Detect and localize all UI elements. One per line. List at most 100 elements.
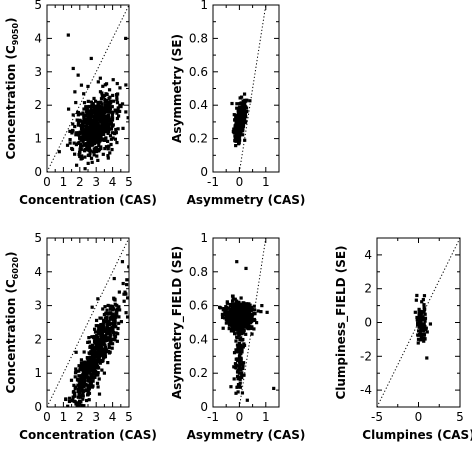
y-tick-label: 4: [34, 31, 42, 45]
data-point: [97, 147, 102, 152]
data-point: [108, 151, 112, 155]
data-point: [106, 303, 110, 308]
x-tick-label: 2: [76, 175, 84, 189]
x-tick-label: 5: [125, 175, 133, 189]
data-point: [421, 310, 425, 314]
data-point: [422, 329, 426, 333]
data-point: [425, 330, 429, 334]
reference-line: [238, 5, 267, 172]
data-point: [79, 374, 83, 378]
data-point: [240, 119, 244, 124]
data-point: [241, 306, 246, 310]
data-point: [81, 111, 85, 115]
data-point: [420, 315, 424, 319]
data-point: [76, 395, 80, 399]
data-point: [234, 363, 239, 367]
data-point: [93, 114, 98, 118]
data-point: [234, 339, 238, 343]
data-point: [84, 372, 88, 376]
data-point: [74, 367, 78, 371]
data-point: [231, 129, 235, 134]
data-point: [72, 399, 76, 403]
x-tick-label: 1: [60, 175, 68, 189]
data-point: [88, 123, 93, 127]
data-point: [105, 126, 110, 130]
data-point: [110, 342, 115, 346]
data-point: [90, 362, 94, 366]
data-point: [93, 99, 98, 103]
data-point: [105, 323, 109, 327]
data-point: [102, 117, 106, 121]
x-tick-label: 0: [236, 410, 244, 424]
data-point: [93, 118, 97, 123]
data-point: [237, 371, 241, 375]
data-point: [85, 105, 89, 109]
data-point: [82, 350, 86, 354]
data-point: [119, 104, 123, 109]
y-tick-label: 2: [364, 282, 372, 296]
data-point: [416, 329, 421, 333]
data-point: [87, 377, 91, 382]
data-point: [109, 137, 113, 141]
data-point: [106, 156, 110, 160]
reference-line: [377, 238, 460, 407]
data-point: [73, 391, 77, 395]
data-point: [107, 119, 111, 123]
y-axis-label-subscript: 9050: [11, 23, 20, 46]
data-point: [242, 373, 246, 377]
data-point: [96, 351, 100, 355]
data-point: [89, 375, 94, 380]
data-point: [70, 146, 74, 151]
data-point: [415, 293, 419, 298]
data-point: [417, 313, 421, 317]
y-axis-label-text: Clumpiness_FIELD (SE): [334, 245, 349, 399]
data-point: [230, 322, 234, 326]
data-point: [76, 389, 80, 394]
data-point: [230, 325, 235, 329]
data-point: [94, 353, 99, 357]
data-point: [228, 322, 232, 327]
data-point: [104, 108, 108, 112]
data-point: [126, 116, 129, 120]
data-point: [420, 317, 425, 321]
data-point: [112, 276, 116, 281]
data-point: [115, 101, 120, 105]
data-point: [92, 350, 96, 354]
data-point: [242, 328, 246, 332]
data-point: [119, 320, 123, 324]
data-point: [95, 122, 100, 127]
data-point: [88, 149, 93, 153]
data-point: [235, 138, 239, 142]
data-point: [231, 297, 235, 301]
data-point: [243, 118, 247, 123]
data-point: [259, 310, 263, 314]
y-tick-label: 0.4: [189, 332, 208, 346]
data-point: [112, 99, 116, 103]
data-point: [96, 348, 101, 353]
data-point: [90, 104, 94, 108]
data-point: [68, 141, 72, 145]
data-point: [80, 393, 85, 397]
data-point: [229, 314, 233, 318]
data-point: [82, 92, 86, 96]
data-point: [95, 145, 99, 150]
data-point: [112, 297, 116, 301]
data-point: [107, 117, 111, 121]
data-point: [103, 351, 107, 355]
data-point: [240, 123, 244, 127]
data-point: [104, 348, 109, 353]
data-point: [246, 325, 250, 329]
data-point: [64, 397, 68, 402]
data-point: [251, 318, 255, 322]
data-point: [107, 330, 111, 334]
data-point: [78, 379, 83, 383]
data-point: [249, 314, 253, 319]
data-point: [84, 366, 88, 370]
data-point: [222, 313, 226, 317]
data-point: [107, 110, 111, 114]
data-point: [112, 325, 116, 329]
data-point: [244, 316, 248, 321]
x-axis-label: Concentration (CAS): [19, 193, 157, 207]
data-point: [110, 304, 114, 308]
data-point: [96, 80, 100, 84]
